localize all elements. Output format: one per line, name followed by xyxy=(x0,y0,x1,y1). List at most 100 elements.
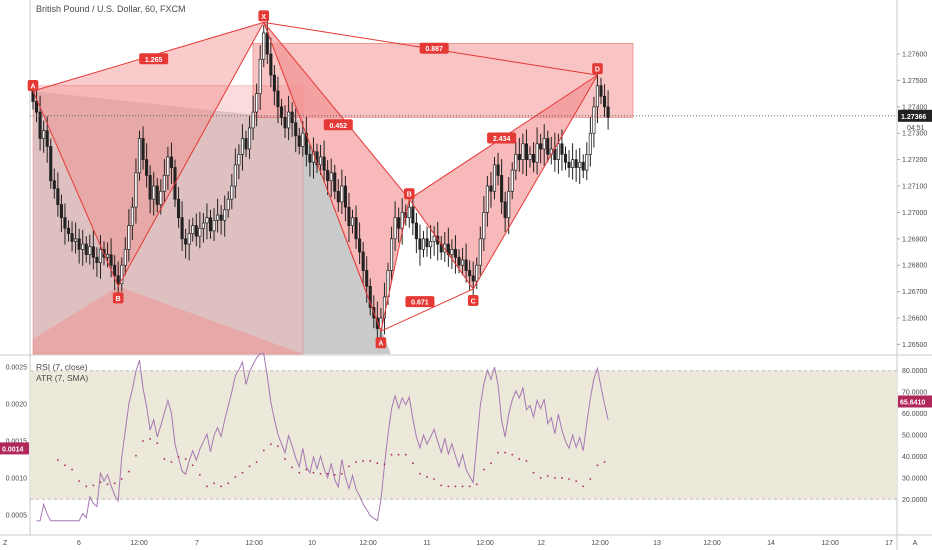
atr-dot xyxy=(603,461,606,464)
candle-body xyxy=(592,106,596,134)
point-label-a1-bg xyxy=(27,79,39,91)
candle-body xyxy=(350,217,355,226)
pattern2-fill-xab xyxy=(263,22,410,332)
atr-dot xyxy=(511,453,514,456)
atr-dot xyxy=(575,480,578,483)
candle-body xyxy=(226,198,230,211)
candle-body xyxy=(461,259,465,266)
candle xyxy=(216,198,220,233)
candle-body xyxy=(304,132,308,155)
candle xyxy=(343,175,347,222)
point-label-b1-bg xyxy=(112,292,124,304)
atr-value-tag xyxy=(0,442,29,455)
atr-dot xyxy=(135,454,137,457)
candle xyxy=(208,209,213,239)
atr-tick-label: 0.0020 xyxy=(6,402,28,409)
atr-dot xyxy=(447,485,450,488)
candle-body xyxy=(180,217,184,240)
candle xyxy=(276,76,280,124)
candle xyxy=(319,144,323,175)
candle xyxy=(269,37,273,88)
atr-dot xyxy=(475,483,478,486)
atr-dot xyxy=(582,485,585,488)
candle xyxy=(137,130,142,181)
candle-body xyxy=(84,243,88,256)
candle-body xyxy=(393,217,397,240)
atr-dot xyxy=(397,453,400,456)
candle-body xyxy=(265,32,269,55)
candle-body xyxy=(301,132,305,147)
candle-body xyxy=(464,259,468,271)
candle-body xyxy=(130,206,134,226)
candle xyxy=(201,212,205,243)
candle xyxy=(301,121,305,157)
candle-body xyxy=(539,143,543,150)
candle-body xyxy=(45,130,49,147)
candle xyxy=(581,154,585,179)
pattern2-leg-ac xyxy=(380,288,474,332)
candle-body xyxy=(109,254,113,266)
candle-body xyxy=(38,111,42,139)
price-tick-label: 1.26600 xyxy=(902,316,927,323)
candle-body xyxy=(290,111,294,124)
candle xyxy=(255,83,259,127)
price-axis[interactable]: 1.27600 1.27500 1.27400 1.27300 1.27200 1.271… xyxy=(897,52,932,349)
candle xyxy=(59,194,63,232)
candle-body xyxy=(255,93,259,113)
candle xyxy=(535,127,539,175)
candle-body xyxy=(287,111,291,129)
candle-body xyxy=(425,238,429,248)
candle xyxy=(425,226,429,257)
candle xyxy=(358,222,362,265)
atr-dot xyxy=(376,462,379,465)
candle-body xyxy=(368,285,372,308)
candle xyxy=(531,142,536,173)
price-tick-label: 1.26800 xyxy=(902,263,927,270)
candle-body xyxy=(216,214,220,221)
candle-body xyxy=(283,117,287,129)
candle xyxy=(588,116,592,167)
atr-dot xyxy=(277,445,279,448)
candle-body xyxy=(450,249,454,256)
atr-dot xyxy=(85,485,88,488)
atr-dot xyxy=(532,471,535,474)
atr-dot xyxy=(198,473,201,476)
price-tick-label: 1.26500 xyxy=(902,342,927,349)
candle-body xyxy=(169,156,174,168)
candle-body xyxy=(244,138,248,150)
point-label-x-bg xyxy=(258,10,270,22)
candle-body xyxy=(453,249,458,258)
atr-dot xyxy=(248,465,251,468)
candle xyxy=(88,234,92,265)
point-label-b2-bg xyxy=(404,188,415,200)
rsi-legend[interactable]: RSI (7, close) xyxy=(36,362,88,372)
candle-body xyxy=(212,219,216,232)
ratio-label-2-bg xyxy=(419,42,449,54)
rsi-value: 65.6410 xyxy=(900,399,925,406)
atr-legend[interactable]: ATR (7, SMA) xyxy=(36,373,89,383)
ratio-label-5: 2.434 xyxy=(487,132,517,144)
time-tick-label: 12:00 xyxy=(703,540,721,547)
candle xyxy=(34,89,39,123)
candle xyxy=(166,146,170,190)
atr-dot xyxy=(561,477,563,479)
atr-dot xyxy=(404,453,407,456)
atr-dot xyxy=(482,468,485,471)
candle xyxy=(482,196,486,251)
candle-body xyxy=(595,85,600,108)
candle xyxy=(84,236,88,263)
candle xyxy=(485,175,489,227)
candle-body xyxy=(63,217,67,229)
candle xyxy=(77,228,81,264)
ratio-label-5-bg xyxy=(487,132,517,144)
candle xyxy=(333,164,337,200)
point-label-b2: B xyxy=(404,188,415,200)
candle xyxy=(230,173,234,210)
candle xyxy=(113,255,117,291)
atr-dot xyxy=(333,473,336,476)
candle-body xyxy=(34,101,39,113)
candle xyxy=(585,142,589,181)
candle-body xyxy=(74,238,78,242)
time-axis[interactable]: 6 12:00 7 12:00 10 12:00 11 12:00 12 12:00 13 12:00… xyxy=(3,540,918,547)
candle xyxy=(571,143,575,180)
